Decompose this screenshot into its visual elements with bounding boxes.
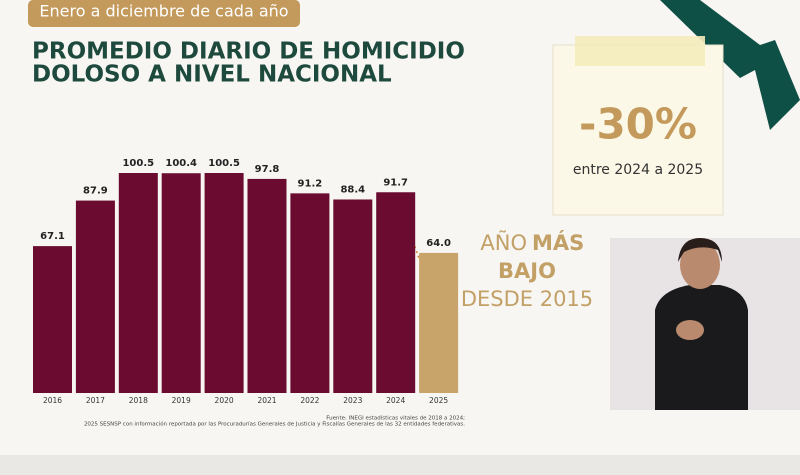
callout-value: -30%	[579, 100, 697, 149]
x-tick-label: 2024	[386, 396, 405, 405]
value-label: 97.8	[255, 164, 280, 175]
bar	[161, 173, 201, 393]
badge-text: AÑO	[480, 229, 527, 255]
tag-box	[28, 0, 300, 27]
bar	[376, 192, 416, 393]
badge-text: MÁS	[532, 230, 584, 255]
title: DOLOSO A NIVEL NACIONAL	[32, 62, 392, 88]
x-tick-label: 2016	[43, 396, 62, 405]
bar	[419, 252, 459, 393]
interpreter-hands	[676, 320, 704, 340]
tape	[575, 36, 705, 66]
bar	[290, 193, 330, 393]
x-tick-label: 2021	[257, 396, 276, 405]
x-tick-label: 2022	[300, 396, 319, 405]
trend-arrow	[660, 0, 800, 130]
value-label: 91.7	[383, 177, 408, 188]
source-text: 2025 SESNSP con información reportada po…	[84, 421, 465, 428]
bar	[118, 173, 158, 393]
callout-caption: entre 2024 a 2025	[573, 162, 703, 178]
tag-text: Enero a diciembre de cada año	[39, 2, 288, 21]
x-tick-label: 2017	[86, 396, 105, 405]
bar	[333, 199, 373, 393]
bar	[204, 173, 244, 393]
value-label: 67.1	[40, 231, 65, 242]
value-label: 88.4	[340, 184, 365, 195]
interpreter-hair	[678, 238, 722, 262]
badge-text: BAJO	[498, 259, 556, 283]
value-label: 64.0	[426, 238, 451, 249]
value-label: 100.5	[208, 158, 240, 169]
source-text: Fuente: INEGI estadísticas vitales de 20…	[326, 415, 465, 422]
x-tick-label: 2020	[215, 396, 234, 405]
interpreter-head	[680, 241, 720, 289]
ticker-bar	[0, 455, 800, 475]
x-tick-label: 2023	[343, 396, 362, 405]
x-tick-label: 2025	[429, 396, 448, 405]
badge-text: DESDE 2015	[461, 287, 593, 311]
bar	[33, 246, 72, 393]
title: PROMEDIO DIARIO DE HOMICIDIO	[32, 39, 465, 65]
value-label: 100.4	[165, 158, 197, 169]
interpreter-body	[655, 285, 748, 410]
x-tick-label: 2019	[172, 396, 191, 405]
x-tick-label: 2018	[129, 396, 148, 405]
value-label: 91.2	[298, 178, 323, 189]
value-label: 100.5	[122, 158, 154, 169]
bar	[247, 178, 287, 393]
value-label: 87.9	[83, 186, 108, 197]
bar	[75, 200, 115, 393]
